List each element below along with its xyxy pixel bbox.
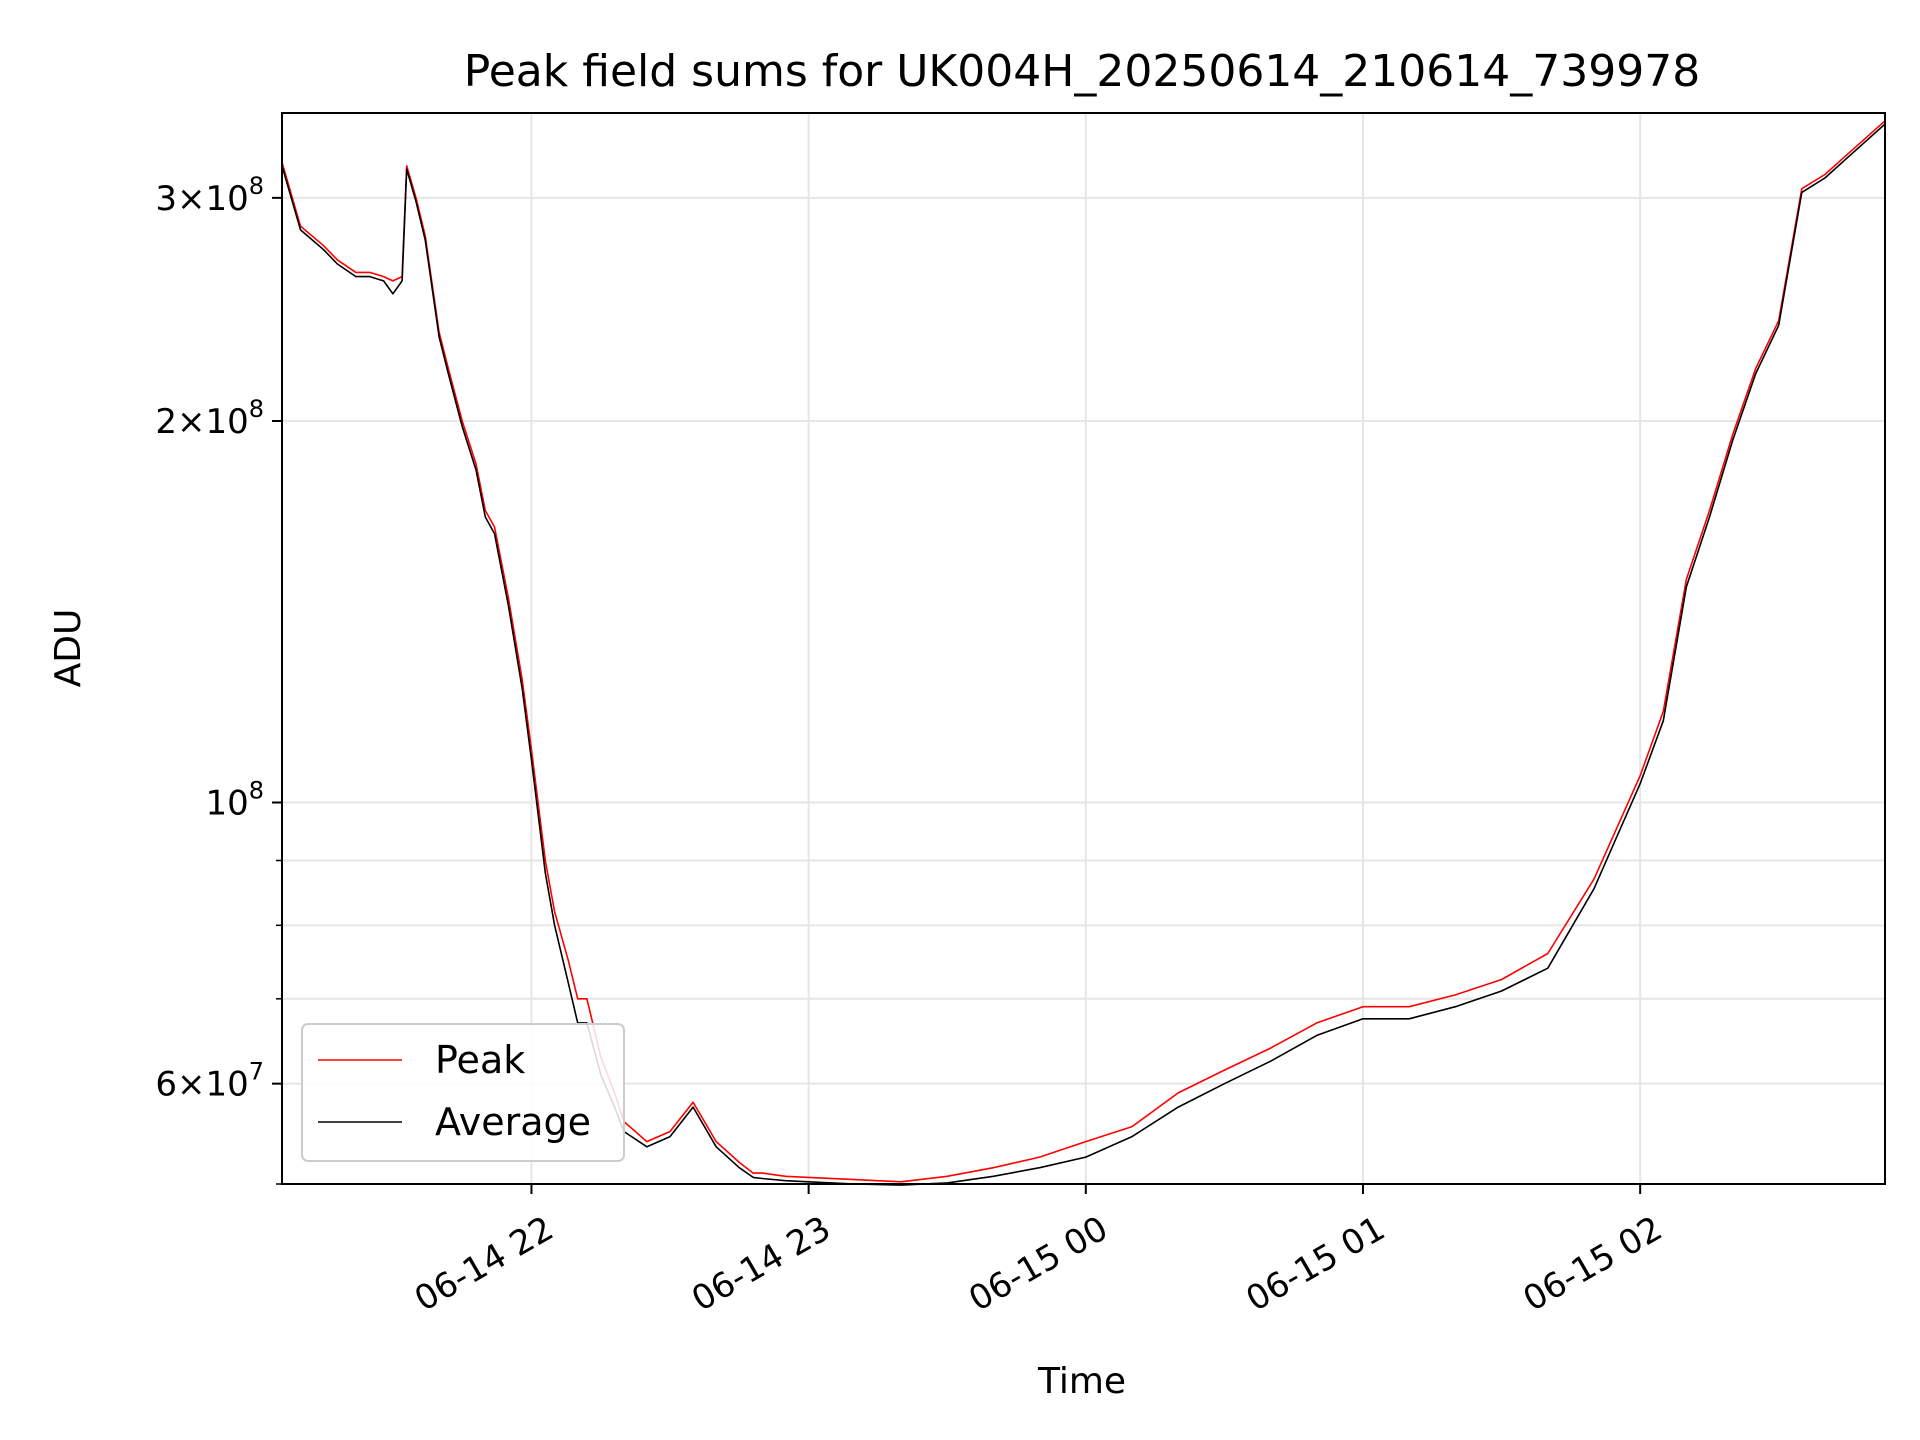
- y-tick-label: 108: [205, 777, 264, 824]
- y-tick-label: 2×108: [155, 395, 264, 442]
- legend-box: [301, 1023, 625, 1162]
- legend-label-peak: Peak: [435, 1038, 525, 1082]
- y-tick-label: 3×108: [155, 172, 264, 219]
- series-layer: [281, 120, 1886, 1186]
- y-axis-label: ADU: [48, 609, 89, 688]
- chart-title: Peak field sums for UK004H_20250614_2106…: [464, 46, 1700, 97]
- plot-frame: [281, 112, 1886, 1185]
- y-tick-label: 6×107: [155, 1058, 264, 1105]
- legend-label-average: Average: [435, 1100, 591, 1144]
- series-line-peak: [281, 120, 1886, 1183]
- series-line-average: [281, 123, 1886, 1186]
- x-axis-label: Time: [1037, 1361, 1126, 1402]
- y-axis-ticks: 3×108 2×108 108 6×107: [155, 172, 282, 1185]
- legend: Peak Average: [301, 1023, 625, 1162]
